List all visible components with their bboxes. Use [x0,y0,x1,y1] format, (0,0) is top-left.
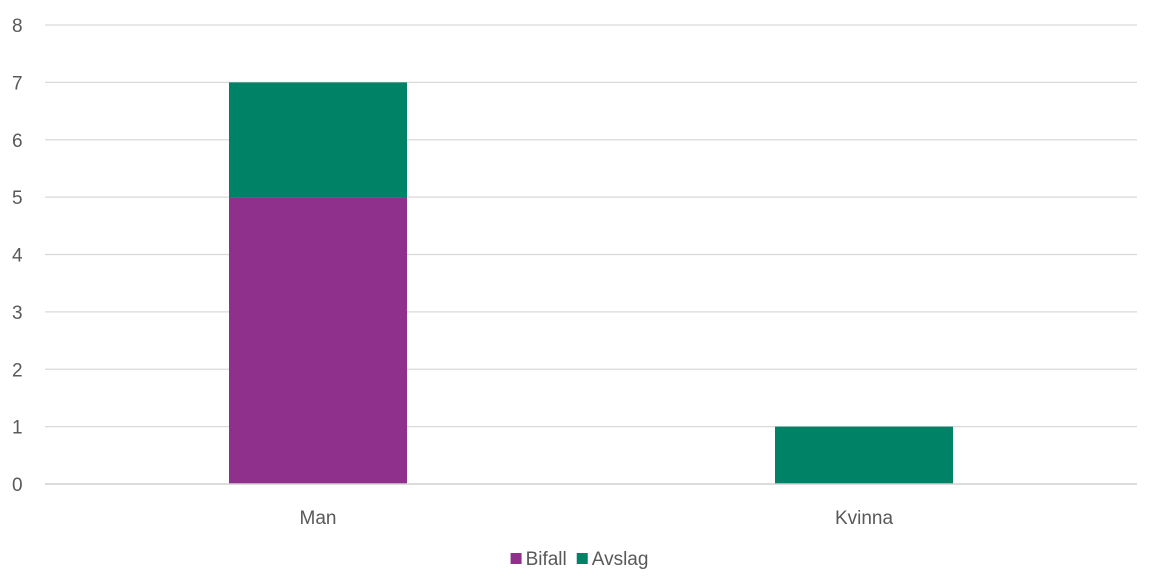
y-tick-label: 1 [12,418,23,439]
legend-swatch-bifall [510,553,522,564]
gridlines [45,24,1137,428]
y-tick-label: 5 [12,188,23,209]
x-category-label: Man [300,508,337,529]
y-tick-label: 4 [12,246,23,267]
bar-man-bifall [229,197,407,484]
legend-label: Avslag [592,549,649,570]
bar-kvinna-avslag [775,426,953,484]
bars [229,82,953,484]
x-category-label: Kvinna [835,508,894,529]
x-axis-category-labels: Man Kvinna [300,508,894,529]
y-tick-label: 7 [12,73,23,94]
y-tick-label: 6 [12,131,23,152]
y-tick-label: 2 [12,360,23,381]
legend: Bifall Avslag [510,549,649,570]
y-tick-label: 8 [12,16,23,37]
y-tick-label: 3 [12,303,23,324]
legend-swatch-avslag [576,553,588,564]
legend-label: Bifall [526,549,567,570]
y-tick-label: 0 [12,475,23,496]
bar-man-avslag [229,82,407,198]
y-axis-tick-labels: 0 1 2 3 4 5 6 7 8 [12,16,23,496]
